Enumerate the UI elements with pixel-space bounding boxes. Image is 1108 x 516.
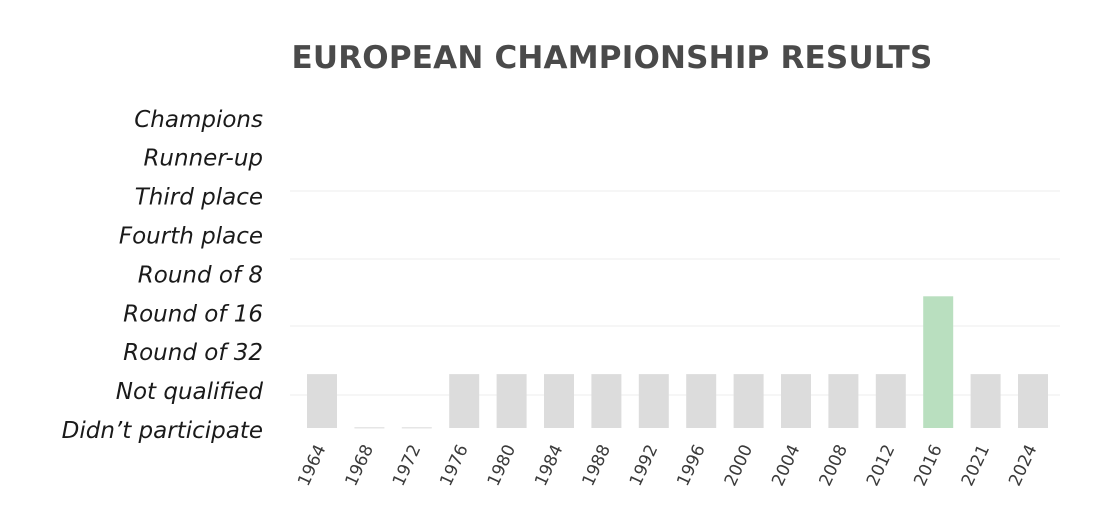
bar-2016 (923, 296, 954, 428)
y-tick-label: Round of 32 (123, 340, 263, 366)
bar-1980 (496, 374, 527, 428)
x-tick-label: 1984 (531, 442, 567, 490)
bar-layer (307, 296, 1048, 429)
x-tick-label: 1972 (389, 442, 425, 490)
bar-2021 (970, 374, 1001, 428)
y-tick-label: Runner-up (143, 146, 263, 172)
x-tick-label: 2000 (721, 442, 757, 490)
bar-1964 (307, 374, 337, 428)
x-tick-label: 2008 (816, 442, 852, 490)
bar-1976 (449, 374, 480, 428)
y-tick-label: Round of 8 (138, 262, 263, 288)
x-tick-label: 2021 (958, 442, 994, 490)
bar-1992 (638, 374, 669, 428)
y-axis-labels: Didn’t participate Not qualified Round of … (62, 107, 264, 444)
x-tick-label: 1976 (436, 442, 472, 490)
x-tick-label: 1980 (484, 442, 520, 490)
x-tick-label: 2012 (863, 442, 899, 490)
bar-1972 (401, 427, 432, 429)
x-tick-label: 1964 (294, 442, 330, 490)
bar-2024 (1018, 374, 1048, 428)
bar-2004 (781, 374, 811, 428)
x-tick-label: 1968 (342, 442, 378, 490)
x-tick-label: 1992 (626, 442, 662, 490)
x-tick-label: 1996 (673, 442, 709, 490)
x-axis-labels: 1964 1968 1972 1976 1980 1984 1988 1992 1996 2000… (294, 442, 1041, 490)
bar-2000 (733, 374, 764, 428)
y-tick-label: Third place (135, 185, 263, 211)
bar-2008 (828, 374, 859, 428)
bar-1988 (591, 374, 622, 428)
y-tick-label: Not qualified (116, 379, 264, 405)
x-tick-label: 2024 (1005, 442, 1041, 490)
y-tick-label: Didn’t participate (62, 418, 263, 444)
x-tick-label: 2016 (910, 442, 946, 490)
y-tick-label: Round of 16 (123, 301, 263, 327)
y-tick-label: Fourth place (119, 224, 263, 250)
bar-1984 (544, 374, 574, 428)
x-tick-label: 1988 (579, 442, 615, 490)
chart-title: EUROPEAN CHAMPIONSHIP RESULTS (291, 40, 933, 76)
bar-2012 (875, 374, 906, 428)
y-tick-label: Champions (134, 107, 263, 133)
bar-1968 (354, 427, 385, 429)
x-tick-label: 2004 (768, 442, 804, 490)
bar-1996 (686, 374, 717, 428)
